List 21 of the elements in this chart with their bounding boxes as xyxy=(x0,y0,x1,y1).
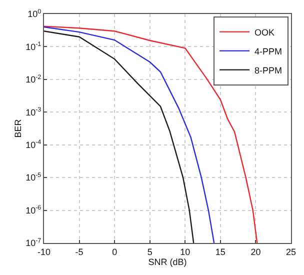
y-tick-label: 10$^{-5}$ xyxy=(26,172,42,183)
x-tick-label: 20 xyxy=(250,246,261,257)
x-tick-label: -10 xyxy=(37,246,51,257)
legend-label: 8-PPM xyxy=(254,65,282,76)
y-tick-label: 10$^{-3}$ xyxy=(26,106,42,118)
legend-label: OOK xyxy=(254,27,275,38)
y-tick-label: 10$^{0}$ xyxy=(28,8,42,20)
x-tick-label: 5 xyxy=(147,246,152,257)
y-tick-label: 10$^{-2}$ xyxy=(26,74,42,85)
x-tick-label: -5 xyxy=(75,246,84,257)
x-tick-label: 10 xyxy=(180,246,190,257)
y-tick-label: 10$^{-7}$ xyxy=(26,237,42,248)
y-tick-label: 10$^{-4}$ xyxy=(26,139,42,150)
y-tick-label: 10$^{-6}$ xyxy=(26,204,42,216)
x-tick-label: 25 xyxy=(286,246,296,257)
legend-label: 4-PPM xyxy=(254,46,282,56)
y-tick-label: 10$^{-1}$ xyxy=(26,41,42,52)
x-tick-label: 0 xyxy=(112,246,118,257)
y-axis-title: BER xyxy=(12,118,23,138)
x-axis-title: SNR (dB) xyxy=(148,256,187,267)
x-tick-label: 15 xyxy=(215,246,226,257)
